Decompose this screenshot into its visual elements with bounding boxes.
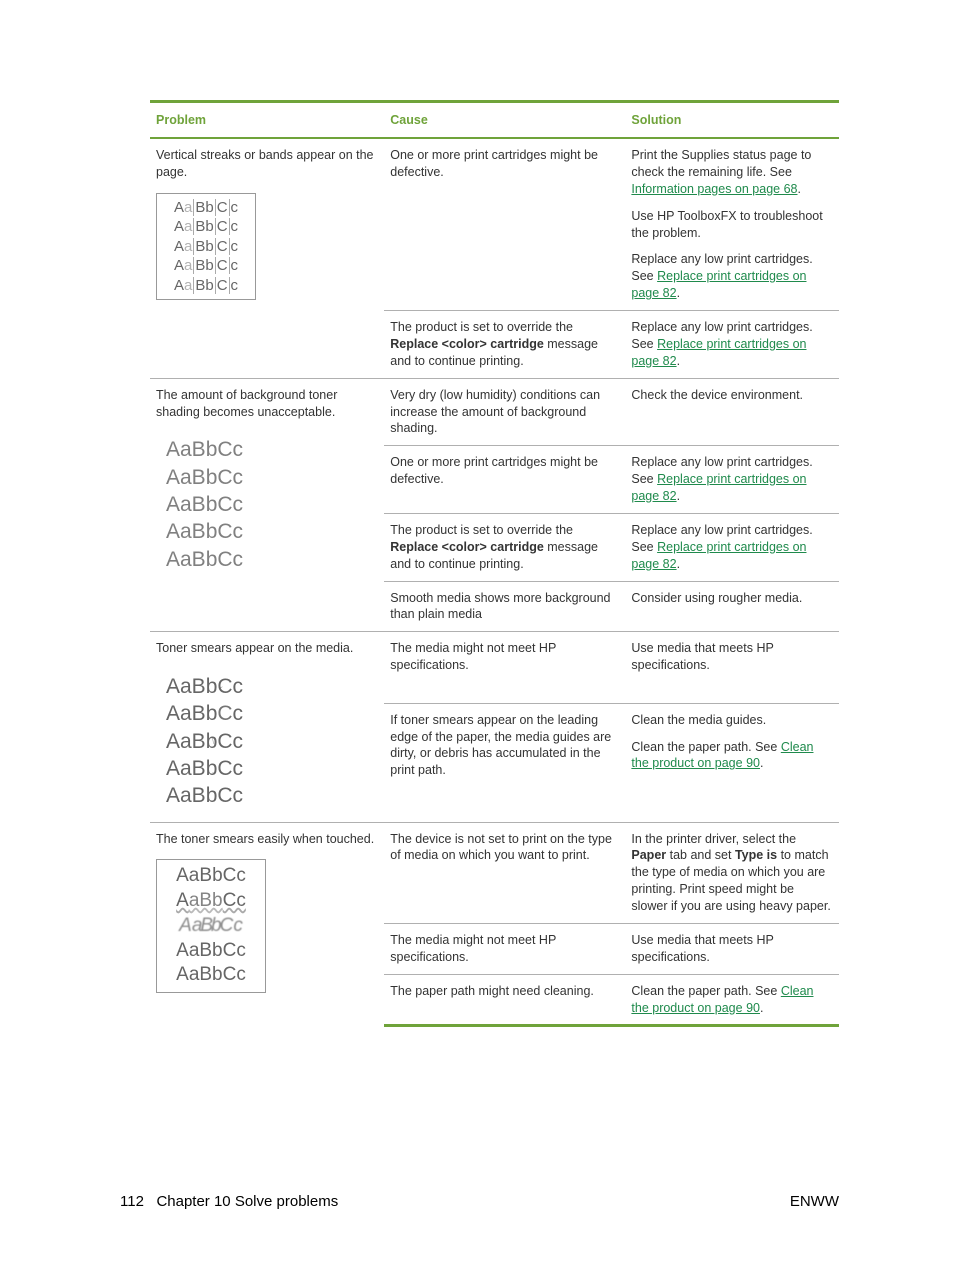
solution-text: Replace any low print cartridges. See Re…	[625, 446, 839, 514]
print-sample-streaks: AaBbCc AaBbCc AaBbCc AaBbCc AaBbCc	[156, 193, 256, 301]
troubleshooting-table: Problem Cause Solution Vertical streaks …	[150, 100, 839, 1027]
table-row: The amount of background toner shading b…	[150, 378, 839, 446]
solution-text: Clean the media guides. Clean the paper …	[625, 703, 839, 822]
problem-text: Toner smears appear on the media.	[156, 641, 353, 655]
footer-right: ENWW	[790, 1193, 839, 1210]
problem-text: Vertical streaks or bands appear on the …	[156, 148, 374, 179]
cause-text: Smooth media shows more background than …	[384, 581, 625, 632]
cause-text: One or more print cartridges might be de…	[384, 446, 625, 514]
link-replace-cartridges[interactable]: Replace print cartridges on page 82	[631, 269, 806, 300]
cause-text: The device is not set to print on the ty…	[384, 822, 625, 923]
cause-text: One or more print cartridges might be de…	[384, 138, 625, 311]
solution-text: Use media that meets HP specifications.	[625, 632, 839, 703]
print-sample-background: AaBbCc AaBbCc AaBbCc AaBbCc AaBbCc	[156, 432, 256, 576]
cause-text: The product is set to override the Repla…	[384, 311, 625, 379]
page-number: 112	[120, 1193, 144, 1210]
footer-left: 112 Chapter 10 Solve problems	[120, 1193, 338, 1210]
link-replace-cartridges[interactable]: Replace print cartridges on page 82	[631, 540, 806, 571]
solution-text: Consider using rougher media.	[625, 581, 839, 632]
link-replace-cartridges[interactable]: Replace print cartridges on page 82	[631, 337, 806, 368]
solution-text: Print the Supplies status page to check …	[625, 138, 839, 311]
solution-text: Check the device environment.	[625, 378, 839, 446]
solution-text: Use media that meets HP specifications.	[625, 923, 839, 974]
problem-text: The amount of background toner shading b…	[156, 388, 337, 419]
link-replace-cartridges[interactable]: Replace print cartridges on page 82	[631, 472, 806, 503]
print-sample-smears: AaBbCˇc AaBbCc AaBb\Cc AaBb,Cc AaBbCc	[156, 669, 256, 813]
table-header-row: Problem Cause Solution	[150, 102, 839, 139]
cause-text: The product is set to override the Repla…	[384, 513, 625, 581]
chapter-title: Chapter 10 Solve problems	[156, 1193, 338, 1210]
print-sample-touch-smear: AaBbCc AaBbCc AaBbCc AaBbCc AaBbCc	[156, 859, 266, 992]
header-problem: Problem	[150, 102, 384, 139]
problem-text: The toner smears easily when touched.	[156, 832, 374, 846]
header-solution: Solution	[625, 102, 839, 139]
cause-text: If toner smears appear on the leading ed…	[384, 703, 625, 822]
cause-text: The paper path might need cleaning.	[384, 974, 625, 1026]
cause-text: Very dry (low humidity) conditions can i…	[384, 378, 625, 446]
solution-text: In the printer driver, select the Paper …	[625, 822, 839, 923]
page-footer: 112 Chapter 10 Solve problems ENWW	[120, 1193, 839, 1210]
cause-text: The media might not meet HP specificatio…	[384, 923, 625, 974]
cause-text: The media might not meet HP specificatio…	[384, 632, 625, 703]
table-row: Vertical streaks or bands appear on the …	[150, 138, 839, 311]
solution-text: Replace any low print cartridges. See Re…	[625, 513, 839, 581]
solution-text: Replace any low print cartridges. See Re…	[625, 311, 839, 379]
header-cause: Cause	[384, 102, 625, 139]
table-row: The toner smears easily when touched. Aa…	[150, 822, 839, 923]
solution-text: Clean the paper path. See Clean the prod…	[625, 974, 839, 1026]
link-information-pages[interactable]: Information pages on page 68	[631, 182, 797, 196]
table-row: Toner smears appear on the media. AaBbCˇ…	[150, 632, 839, 703]
